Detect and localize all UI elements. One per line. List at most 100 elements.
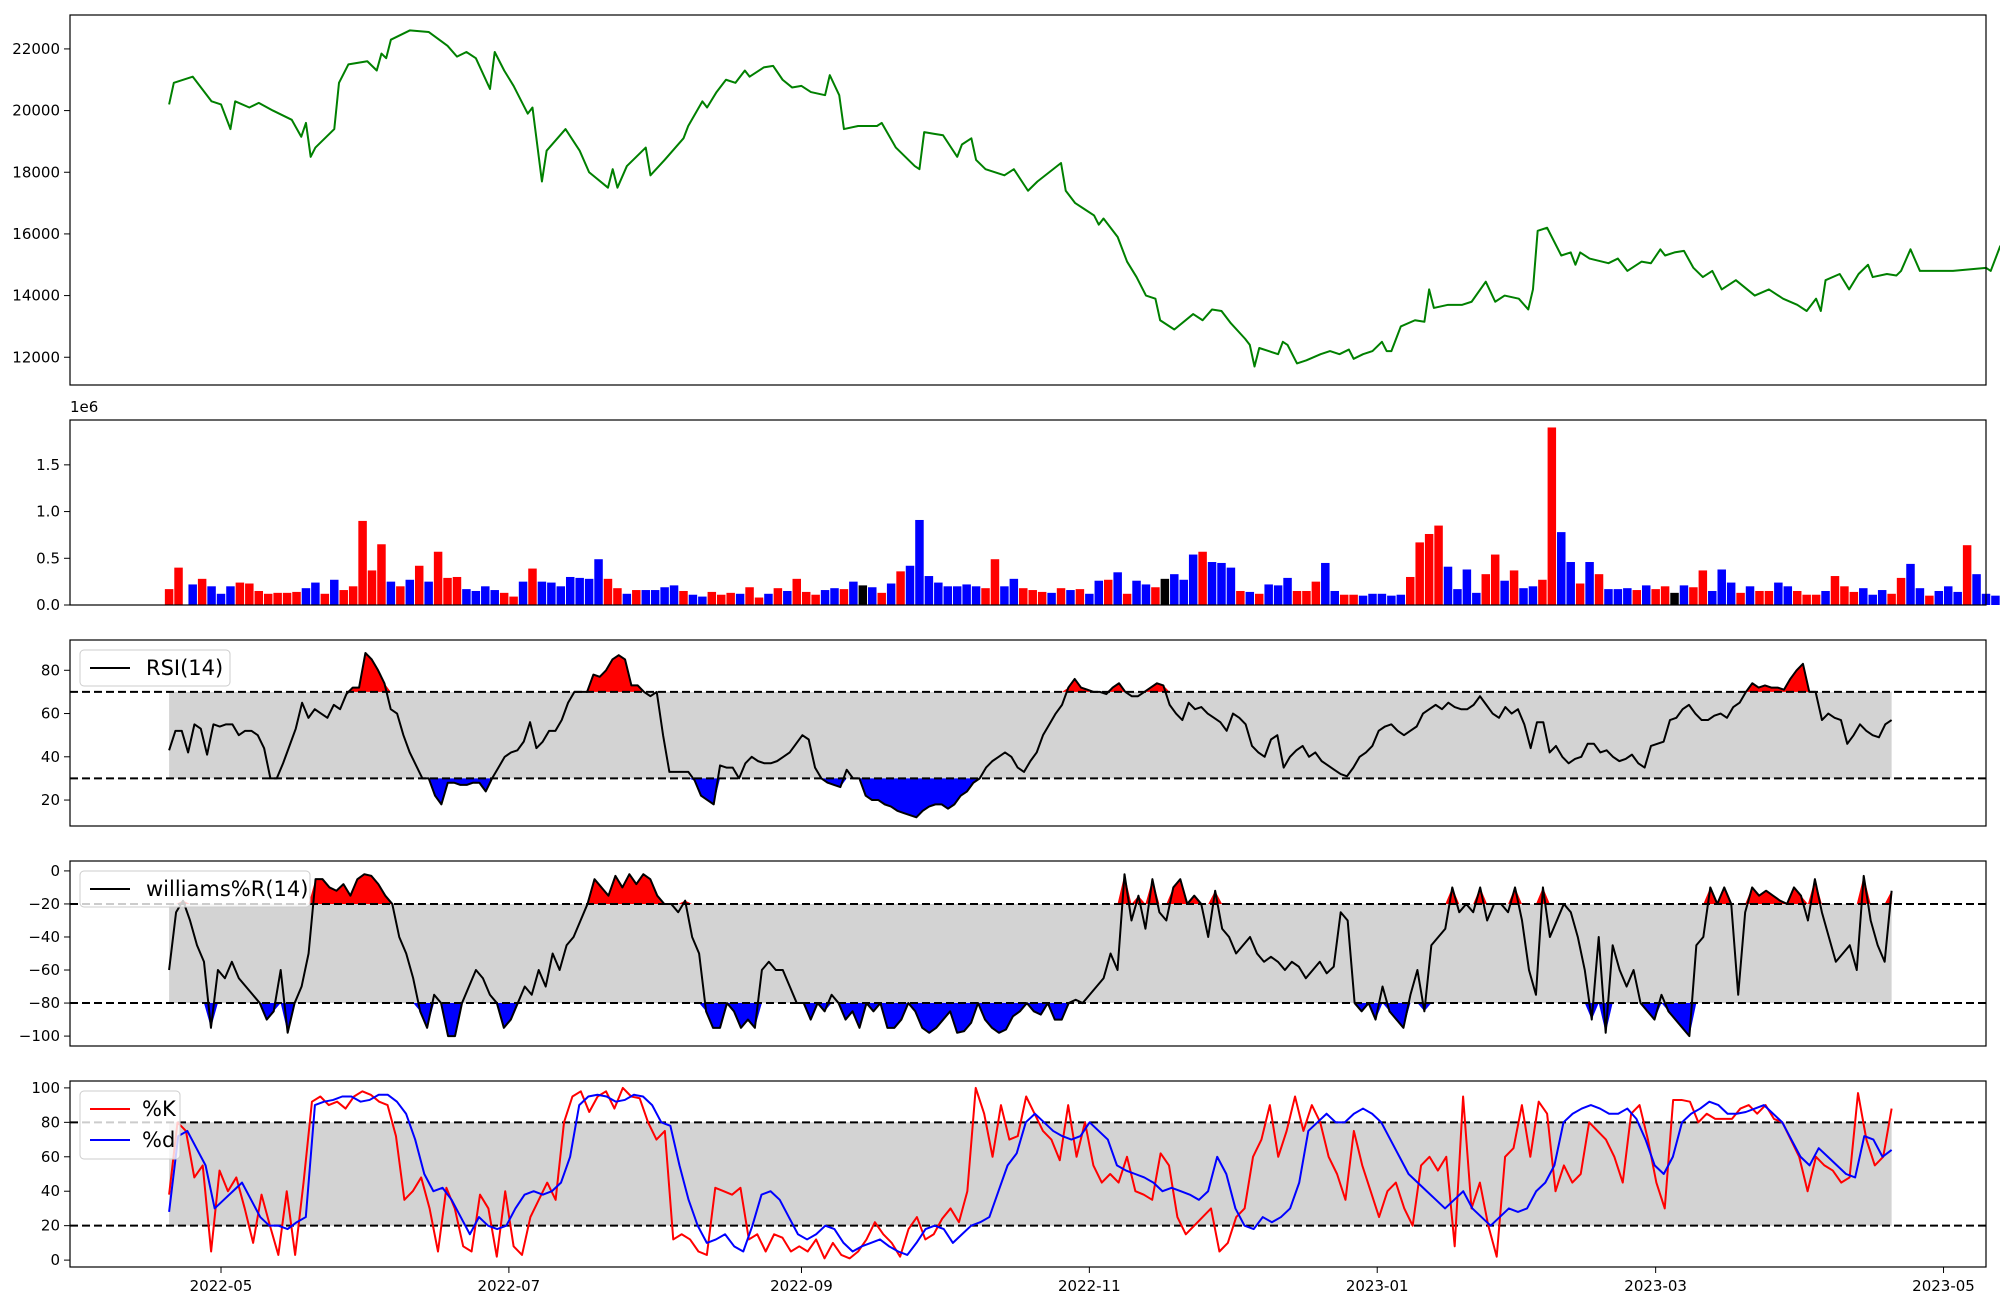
volume-bar: [424, 581, 433, 605]
volume-bar: [830, 588, 839, 605]
williams-r-line: [168, 873, 1893, 1038]
volume-bar: [1509, 570, 1519, 605]
volume-bar: [1170, 574, 1179, 605]
volume-bar: [688, 594, 698, 605]
volume-bar: [839, 589, 849, 605]
volume-bar: [377, 544, 386, 605]
volume-bar: [1698, 570, 1708, 605]
volume-bar: [1764, 590, 1774, 605]
volume-bar: [1689, 587, 1698, 605]
volume-bar: [263, 593, 273, 605]
volume-bar: [1802, 594, 1811, 605]
volume-bar: [858, 585, 868, 605]
volume-bar: [188, 584, 197, 605]
volume-bar: [603, 578, 613, 605]
williams-r-panel: 0 −20 −40 −60 −80 −100 williams%R(14): [19, 860, 1987, 1047]
volume-bar: [971, 586, 981, 605]
volume-bar: [1321, 562, 1330, 605]
volume-bar: [1113, 572, 1122, 605]
volume-bar: [547, 582, 556, 605]
volume-bar: [934, 582, 943, 605]
volume-bar: [1944, 586, 1953, 605]
panel-frame: [69, 419, 1987, 606]
date-axis: 2022-05 2022-07 2022-09 2022-11 2023-01 2023-…: [190, 1267, 1975, 1295]
volume-bar: [584, 578, 594, 605]
volume-bar: [471, 590, 481, 605]
volume-bar: [943, 586, 953, 605]
volume-bar: [1490, 554, 1500, 605]
volume-bar: [1962, 545, 1972, 605]
volume-bar: [886, 583, 896, 605]
volume-bar: [358, 520, 367, 605]
volume-bar: [1066, 590, 1075, 605]
volume-bar: [1434, 525, 1443, 605]
volume-bar: [1859, 588, 1868, 605]
x-tick-label: 2022-09: [770, 1277, 833, 1295]
volume-bar: [1009, 578, 1019, 605]
volume-bar: [650, 590, 660, 605]
volume-bar: [1613, 589, 1623, 605]
volume-bar: [1915, 588, 1925, 605]
volume-bar: [1547, 427, 1557, 605]
volume-bar: [990, 559, 1000, 605]
volume-bar: [1283, 577, 1292, 605]
volume-bar: [622, 593, 632, 605]
volume-panel: 0.0 0.5 1.0 1.5 1e6: [36, 398, 2000, 614]
volume-bar: [339, 590, 348, 605]
panel-frame: [69, 639, 1987, 827]
volume-exponent-label: 1e6: [70, 398, 98, 416]
volume-bar: [594, 559, 603, 605]
volume-bar: [1557, 532, 1566, 605]
volume-bar: [1868, 594, 1877, 605]
y-tick-label: 60: [41, 705, 60, 723]
y-tick-label: 40: [41, 1182, 60, 1200]
volume-bar: [754, 597, 764, 605]
volume-bar: [905, 565, 915, 605]
volume-bar: [1481, 574, 1491, 605]
volume-bar: [1188, 554, 1198, 605]
legend-label: %d: [142, 1128, 175, 1152]
volume-bar: [1387, 595, 1396, 605]
volume-bar: [348, 586, 358, 605]
volume-bar: [717, 594, 726, 605]
price-panel: 12000 14000 16000 18000 20000 22000: [12, 14, 2000, 386]
volume-bar: [1783, 586, 1793, 605]
y-tick-label: 40: [41, 748, 60, 766]
volume-bar: [1991, 595, 2000, 605]
volume-bar: [1925, 595, 1934, 605]
volume-bar: [1037, 591, 1047, 605]
legend: RSI(14): [79, 649, 231, 687]
volume-bar: [679, 590, 688, 605]
volume-bar: [1604, 589, 1613, 605]
volume-bar: [952, 586, 962, 605]
volume-bar: [1396, 594, 1406, 605]
volume-bar: [254, 590, 264, 605]
y-tick-label: 0: [50, 862, 60, 880]
volume-bar: [1339, 594, 1349, 605]
volume-bar: [1953, 591, 1962, 605]
volume-bar: [1745, 586, 1755, 605]
volume-bar: [1472, 592, 1481, 605]
volume-bar: [1660, 586, 1670, 605]
volume-bar: [282, 592, 292, 605]
y-tick-label: 14000: [12, 287, 60, 305]
volume-bar: [490, 590, 499, 605]
volume-bar: [1623, 588, 1632, 605]
volume-bar: [301, 588, 311, 605]
y-tick-label: −20: [28, 895, 60, 913]
volume-bar: [481, 586, 490, 605]
volume-bar: [1236, 590, 1245, 605]
volume-bar: [1934, 590, 1944, 605]
y-tick-label: 20: [41, 1217, 60, 1235]
volume-bar: [1500, 580, 1509, 605]
volume-bar: [1019, 588, 1028, 605]
volume-bar: [1273, 585, 1283, 605]
volume-bar: [414, 565, 424, 605]
volume-bar: [1453, 589, 1462, 605]
y-tick-label: 18000: [12, 163, 60, 181]
volume-bar: [660, 587, 669, 605]
y-tick-label: 0: [50, 1251, 60, 1269]
volume-bar: [405, 579, 415, 605]
y-tick-label: 16000: [12, 225, 60, 243]
stochastic-panel: 0 20 40 60 80 100 %K %d: [31, 1079, 1987, 1269]
